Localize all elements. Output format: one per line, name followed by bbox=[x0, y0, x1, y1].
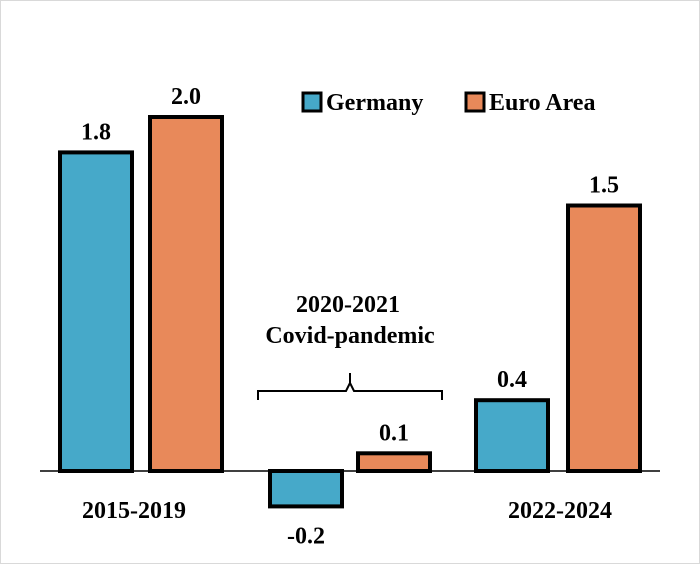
legend-label-germany: Germany bbox=[326, 90, 423, 116]
category-label-2015-2019: 2015-2019 bbox=[82, 498, 186, 524]
bar-euro-area-2015-2019 bbox=[148, 115, 224, 473]
bar-euro-area-2022-2024 bbox=[566, 203, 642, 473]
value-label-euro-area-2020-2021: 0.1 bbox=[379, 420, 409, 446]
value-label-germany-2015-2019: 1.8 bbox=[81, 119, 111, 145]
value-labels-group: 1.8 -0.2 0.4 2.0 0.1 1.5 bbox=[81, 84, 619, 549]
category-label-2022-2024: 2022-2024 bbox=[508, 498, 612, 524]
annotation-line-1: 2020-2021 bbox=[296, 292, 400, 318]
legend-label-euro-area: Euro Area bbox=[489, 90, 595, 116]
bar-euro-area-2020-2021 bbox=[356, 451, 432, 473]
legend: Germany Euro Area bbox=[301, 90, 595, 116]
legend-swatch-euro-area bbox=[464, 91, 486, 113]
bar-germany-2015-2019 bbox=[58, 150, 134, 473]
bar-germany-2020-2021 bbox=[268, 469, 344, 509]
value-label-germany-2022-2024: 0.4 bbox=[497, 367, 527, 393]
category-labels-group: 2015-2019 2022-2024 bbox=[82, 498, 612, 524]
annotation-bracket bbox=[257, 373, 443, 400]
value-label-euro-area-2022-2024: 1.5 bbox=[589, 173, 619, 199]
value-label-euro-area-2015-2019: 2.0 bbox=[171, 84, 201, 110]
annotation-line-2: Covid-pandemic bbox=[265, 323, 435, 349]
bar-germany-2022-2024 bbox=[474, 398, 550, 474]
covid-annotation: 2020-2021 Covid-pandemic bbox=[257, 292, 443, 400]
value-label-germany-2020-2021: -0.2 bbox=[287, 523, 325, 549]
legend-swatch-germany bbox=[301, 91, 323, 113]
